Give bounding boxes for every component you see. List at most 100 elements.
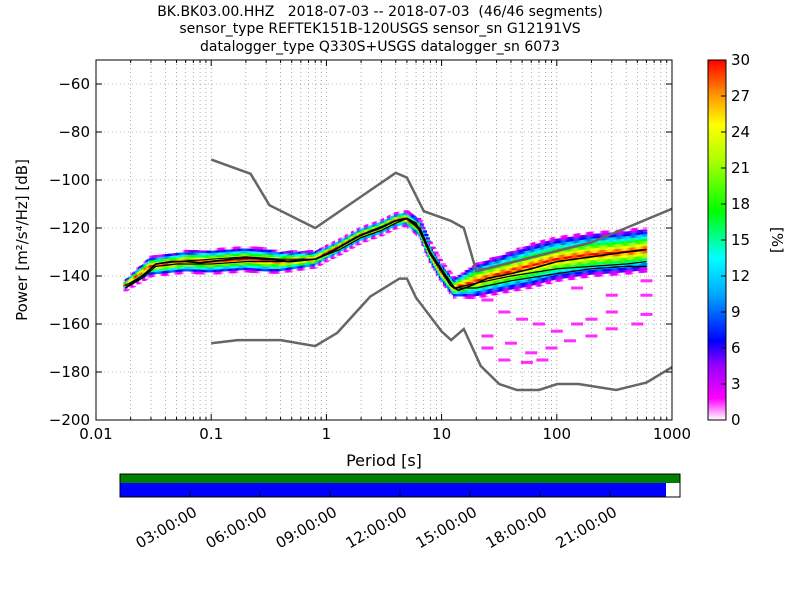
density-outlier [532,322,545,326]
density-cell [278,249,284,252]
density-outlier [536,358,549,362]
y-tick-label: −160 [49,315,90,333]
density-cell [309,249,314,253]
density-cell [412,228,417,231]
density-cell [406,216,412,219]
title-line-2: sensor_type REFTEK151B-120USGS sensor_sn… [179,21,581,37]
psd-statistics [124,217,647,292]
density-cell [425,237,430,240]
density-cell [412,216,417,219]
timeline-tick-label: 06:00:00 [203,503,270,552]
y-tick-label: −120 [49,219,90,237]
density-cell [405,210,410,213]
density-cell [409,216,415,219]
density-cell [430,244,435,247]
density-cell [415,231,420,234]
density-cell [428,241,433,244]
density-cell [405,222,410,225]
density-cell [406,221,412,224]
colorbar-tick-label: 24 [731,123,750,141]
density-outlier [585,317,598,321]
title-line-3: datalogger_type Q330S+USGS datalogger_sn… [200,39,560,55]
density-cell [441,263,446,266]
density-outlier [481,298,494,302]
density-outlier [640,293,653,297]
density-cell [293,249,298,253]
density-cell [643,236,648,239]
density-cell [643,246,648,249]
timeline-tick-label: 15:00:00 [413,503,480,552]
x-tick-label: 1 [322,425,332,443]
high-noise-model-line [210,158,672,273]
colorbar-tick-label: 18 [731,195,750,213]
low-noise-model-line [211,277,672,392]
colorbar-label: [%] [768,227,786,253]
density-cell [408,227,413,230]
y-tick-label: −140 [49,267,90,285]
density-cell [447,270,452,273]
density-outlier [605,327,618,331]
density-cell [434,251,439,254]
density-outlier [481,334,494,338]
density-cell [405,215,410,218]
density-cell [643,226,648,230]
timeline-data-bar [120,483,666,497]
density-cell [643,234,648,237]
density-cell [442,264,448,268]
density-outlier [498,358,511,362]
y-axis-label: Power [m²/s⁴/Hz] [dB] [13,159,31,321]
density-cell [643,238,648,242]
colorbar-tick-label: 15 [731,231,750,249]
density-cell [408,213,413,216]
density-cell [643,262,648,266]
density-outlier [545,346,558,350]
density-cell [414,220,419,223]
plot-frame [95,59,673,421]
density-cell [440,261,445,264]
density-cell [406,214,412,217]
density-cell [448,272,453,275]
density-cell [417,217,422,221]
density-cell [444,266,449,270]
density-cell [415,233,420,236]
density-outlier [516,317,529,321]
colorbar-tick-label: 0 [731,411,741,429]
density-cell [405,213,410,216]
density-cell [415,221,420,224]
x-axis-label: Period [s] [346,451,422,470]
density-cell [643,270,648,273]
axes: 0.01 0.1 1 10 100 1000 −200 −180 −160 −140 −120 −10… [49,60,691,443]
density-outlier [605,293,618,297]
mode-psd-line [125,217,647,289]
density-cell [424,233,429,237]
timeline-tick-label: 09:00:00 [273,503,340,552]
y-tick-label: −100 [49,171,90,189]
timeline-tick-label: 03:00:00 [133,503,200,552]
density-cell [406,223,412,227]
density-cell [450,274,455,277]
density-cell [262,247,268,250]
density-cell [408,225,413,228]
density-outlier [563,339,576,343]
density-outlier [525,351,538,355]
density-cell [422,230,428,233]
density-cell [412,231,417,234]
y-tick-label: −200 [49,411,90,429]
y-tick-label: −180 [49,363,90,381]
density-cell [643,258,648,261]
density-cell [643,267,648,271]
density-cell [412,226,417,229]
colorbar: 0 3 6 9 12 15 18 21 24 27 30 [707,51,750,429]
density-cell [409,226,415,229]
density-cell [643,253,648,256]
density-cell [418,219,423,223]
density-cell [643,255,648,259]
density-cell [409,223,415,227]
density-outlier [481,346,494,350]
x-tick-label: 0.01 [79,425,112,443]
density-cell [406,226,412,229]
density-cell [432,249,438,252]
density-outlier [640,312,653,316]
colorbar-tick-label: 27 [731,87,750,105]
